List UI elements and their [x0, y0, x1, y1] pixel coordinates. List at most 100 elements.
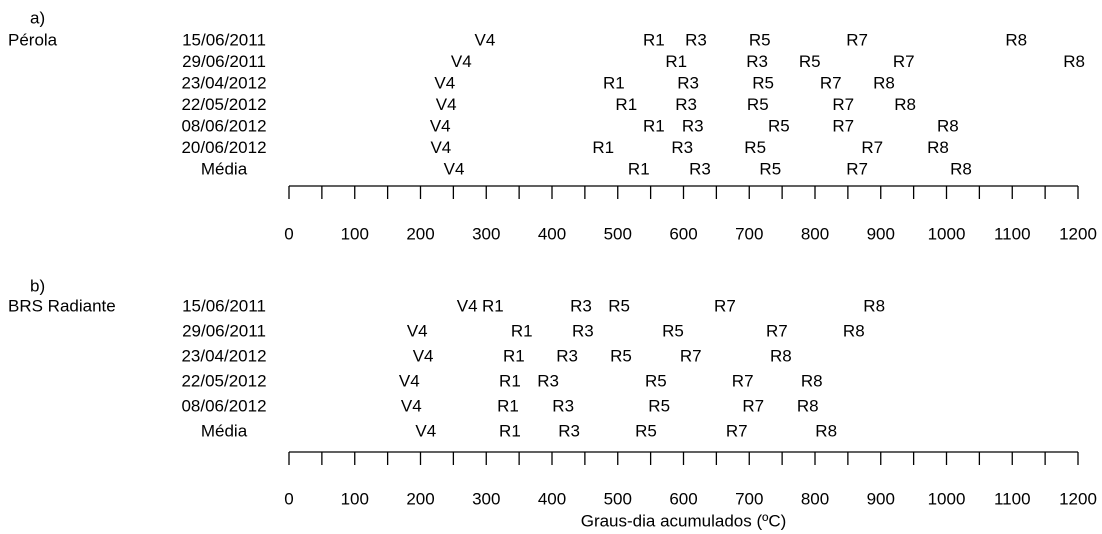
x-tick-label: 800 [801, 489, 829, 508]
stage-label: R1 [643, 30, 665, 49]
stage-label: R5 [645, 371, 667, 390]
x-tick-label: 300 [472, 224, 500, 243]
stage-label: R1 [628, 159, 650, 178]
row-label: 29/06/2011 [182, 52, 266, 71]
stage-label: R8 [1005, 30, 1027, 49]
x-tick-label: 700 [735, 489, 763, 508]
stage-label: R1 [511, 321, 533, 340]
stage-label: R5 [744, 138, 766, 157]
x-tick-label: 0 [284, 224, 293, 243]
group-label: Pérola [8, 30, 58, 49]
stage-label: R5 [648, 396, 670, 415]
stage-label: R3 [537, 371, 559, 390]
stage-label: V4 [475, 30, 496, 49]
stage-label: R8 [950, 159, 972, 178]
stage-label: R3 [570, 296, 592, 315]
row-label: 08/06/2012 [181, 116, 266, 135]
stage-label: R7 [680, 346, 702, 365]
x-tick-label: 400 [538, 224, 566, 243]
stage-label: V4 [399, 371, 420, 390]
row-label: 15/06/2011 [182, 296, 266, 315]
stage-label: R5 [662, 321, 684, 340]
stage-label: R8 [873, 73, 895, 92]
stage-label: R8 [815, 421, 837, 440]
x-tick-label: 600 [669, 224, 697, 243]
stage-label: R1 [643, 116, 665, 135]
stage-label: V4 [415, 421, 436, 440]
stage-label: R3 [552, 396, 574, 415]
stage-label: R5 [608, 296, 630, 315]
stage-label: R7 [714, 296, 736, 315]
stage-label: R8 [801, 371, 823, 390]
stage-label: R3 [558, 421, 580, 440]
stage-label: R7 [726, 421, 748, 440]
stage-label: R5 [759, 159, 781, 178]
stage-label: R5 [635, 421, 657, 440]
stage-label: R1 [497, 396, 519, 415]
row-label: 08/06/2012 [181, 396, 266, 415]
stage-label: R8 [843, 321, 865, 340]
x-tick-label: 500 [604, 489, 632, 508]
x-tick-label: 1200 [1059, 224, 1097, 243]
x-tick-label: 500 [604, 224, 632, 243]
stage-label: R1 [499, 421, 521, 440]
x-tick-label: 1200 [1059, 489, 1097, 508]
stage-label: R1 [665, 52, 687, 71]
stage-label: R1 [499, 371, 521, 390]
stage-label: R8 [863, 296, 885, 315]
stage-label: R3 [746, 52, 768, 71]
stage-label: R8 [927, 138, 949, 157]
x-tick-label: 600 [669, 489, 697, 508]
stage-label: R3 [682, 116, 704, 135]
x-tick-label: 200 [406, 489, 434, 508]
x-tick-label: 100 [341, 224, 369, 243]
stage-label: R8 [894, 95, 916, 114]
row-label: 23/04/2012 [181, 346, 266, 365]
stage-label: R5 [749, 30, 771, 49]
stage-label: R5 [752, 73, 774, 92]
group-label: BRS Radiante [8, 296, 116, 315]
x-tick-label: 800 [801, 224, 829, 243]
x-tick-label: 200 [406, 224, 434, 243]
stage-label: R5 [610, 346, 632, 365]
row-label: 22/05/2012 [181, 95, 266, 114]
stage-label: R3 [675, 95, 697, 114]
stage-label: V4 [457, 296, 478, 315]
x-tick-label: 700 [735, 224, 763, 243]
stage-label: R8 [1063, 52, 1085, 71]
stage-label: R1 [615, 95, 637, 114]
stage-label: R1 [603, 73, 625, 92]
stage-label: R5 [768, 116, 790, 135]
row-label: 22/05/2012 [181, 371, 266, 390]
panel-label: a) [30, 8, 45, 27]
stage-label: V4 [436, 95, 457, 114]
stage-label: R3 [572, 321, 594, 340]
stage-label: R8 [797, 396, 819, 415]
stage-label: R7 [766, 321, 788, 340]
stage-label: V4 [434, 73, 455, 92]
stage-label: R1 [482, 296, 504, 315]
stage-label: R5 [799, 52, 821, 71]
x-tick-label: 400 [538, 489, 566, 508]
x-tick-label: 300 [472, 489, 500, 508]
x-tick-label: 1100 [994, 224, 1031, 243]
stage-label: V4 [430, 116, 451, 135]
stage-label: V4 [413, 346, 434, 365]
stage-label: R3 [671, 138, 693, 157]
x-tick-label: 1000 [928, 489, 966, 508]
row-label: Média [201, 159, 248, 178]
stage-label: R7 [832, 116, 854, 135]
stage-label: R1 [503, 346, 525, 365]
stage-label: V4 [430, 138, 451, 157]
stage-label: R3 [677, 73, 699, 92]
stage-label: R7 [742, 396, 764, 415]
panel-label: b) [30, 276, 45, 295]
x-tick-label: 1000 [928, 224, 966, 243]
stage-label: R8 [937, 116, 959, 135]
x-axis-title: Graus-dia acumulados (ºC) [581, 511, 787, 530]
stage-label: V4 [407, 321, 428, 340]
stage-label: V4 [401, 396, 422, 415]
stage-label: V4 [451, 52, 472, 71]
stage-label: R7 [861, 138, 883, 157]
